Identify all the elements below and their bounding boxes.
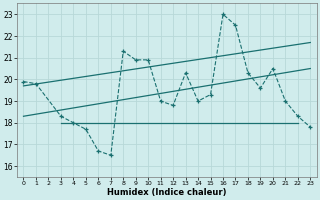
X-axis label: Humidex (Indice chaleur): Humidex (Indice chaleur)	[107, 188, 227, 197]
